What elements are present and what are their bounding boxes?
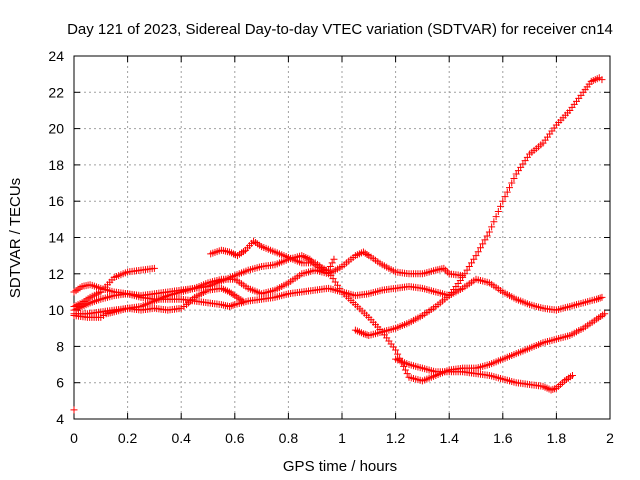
data-point [401, 366, 409, 374]
data-point [359, 330, 367, 338]
data-point [229, 301, 237, 309]
data-point [308, 257, 316, 265]
data-point [306, 255, 314, 263]
series-track-h [392, 355, 576, 394]
y-tick-label: 22 [48, 84, 64, 100]
data-point [568, 371, 576, 379]
data-point [225, 302, 233, 310]
data-point [70, 406, 78, 414]
data-point [326, 263, 334, 271]
data-point [476, 244, 484, 252]
data-point [492, 213, 500, 221]
data-point [474, 248, 482, 256]
data-point [442, 266, 450, 274]
data-point [479, 240, 487, 248]
x-tick-label: 1.6 [493, 430, 513, 446]
data-point [601, 310, 609, 318]
data-point [497, 202, 505, 210]
data-point [551, 385, 559, 393]
y-tick-label: 10 [48, 302, 64, 318]
y-tick-label: 14 [48, 230, 64, 246]
data-point [503, 188, 511, 196]
x-tick-label: 0.4 [171, 430, 191, 446]
data-point [227, 289, 235, 297]
data-point [596, 294, 604, 302]
y-tick-label: 16 [48, 193, 64, 209]
data-point [392, 346, 400, 354]
data-point [403, 370, 411, 378]
data-point [506, 184, 513, 192]
data-point [549, 385, 557, 393]
data-point [227, 302, 235, 310]
data-point [363, 250, 371, 258]
data-point [359, 248, 367, 256]
y-tick-label: 12 [48, 266, 64, 282]
data-point [598, 293, 606, 301]
data-point [330, 255, 338, 263]
tick-layer: 0 0.2 0.4 0.6 0.8 1 1.2 1.4 1.6 1.8 24681012141618… [48, 48, 614, 446]
data-point [472, 252, 480, 260]
x-tick-label: 0.6 [225, 430, 245, 446]
data-point [547, 386, 555, 394]
grid-layer [74, 56, 610, 419]
data-point [150, 264, 158, 272]
data-point [394, 350, 402, 358]
x-axis-label: GPS time / hours [283, 458, 397, 475]
data-point [501, 193, 509, 201]
data-point [508, 179, 516, 187]
x-tick-label: 1 [338, 430, 346, 446]
y-tick-label: 6 [56, 375, 64, 391]
data-point [499, 197, 507, 205]
data-point [470, 255, 478, 263]
data-point [328, 259, 336, 267]
y-axis-label: SDTVAR / TECUs [7, 178, 24, 298]
data-layer [70, 74, 609, 414]
x-tick-label: 1.4 [439, 430, 459, 446]
x-tick-label: 0 [70, 430, 78, 446]
data-point [485, 228, 493, 236]
data-point [465, 263, 473, 271]
y-tick-label: 18 [48, 157, 64, 173]
data-point [361, 249, 369, 257]
data-point [598, 76, 606, 84]
data-point [463, 266, 471, 274]
x-tick-label: 0.2 [118, 430, 138, 446]
series-track-i [70, 406, 78, 414]
data-point [468, 259, 476, 267]
data-point [361, 330, 369, 338]
x-tick-label: 1.2 [386, 430, 406, 446]
data-point [440, 264, 448, 272]
data-point [481, 236, 489, 244]
data-point [229, 290, 237, 298]
data-point [494, 207, 502, 215]
y-tick-label: 8 [56, 338, 64, 354]
data-point [510, 175, 518, 183]
data-point [461, 270, 469, 278]
series-track-g [351, 74, 606, 340]
data-point [593, 295, 601, 303]
x-tick-label: 1.8 [547, 430, 567, 446]
chart-title: Day 121 of 2023, Sidereal Day-to-day VTE… [67, 21, 613, 38]
data-point [488, 223, 496, 231]
x-tick-label: 0.8 [279, 430, 299, 446]
data-point [225, 288, 233, 296]
data-point [239, 297, 247, 305]
series-track-d [70, 264, 158, 310]
data-point [459, 273, 467, 281]
y-tick-label: 4 [56, 411, 64, 427]
data-point [483, 232, 491, 240]
x-tick-label: 2 [606, 430, 614, 446]
data-point [594, 295, 602, 303]
series-track-e [70, 284, 247, 321]
data-point [490, 218, 498, 226]
data-point [443, 268, 451, 276]
y-tick-label: 24 [48, 48, 64, 64]
y-tick-label: 20 [48, 121, 64, 137]
